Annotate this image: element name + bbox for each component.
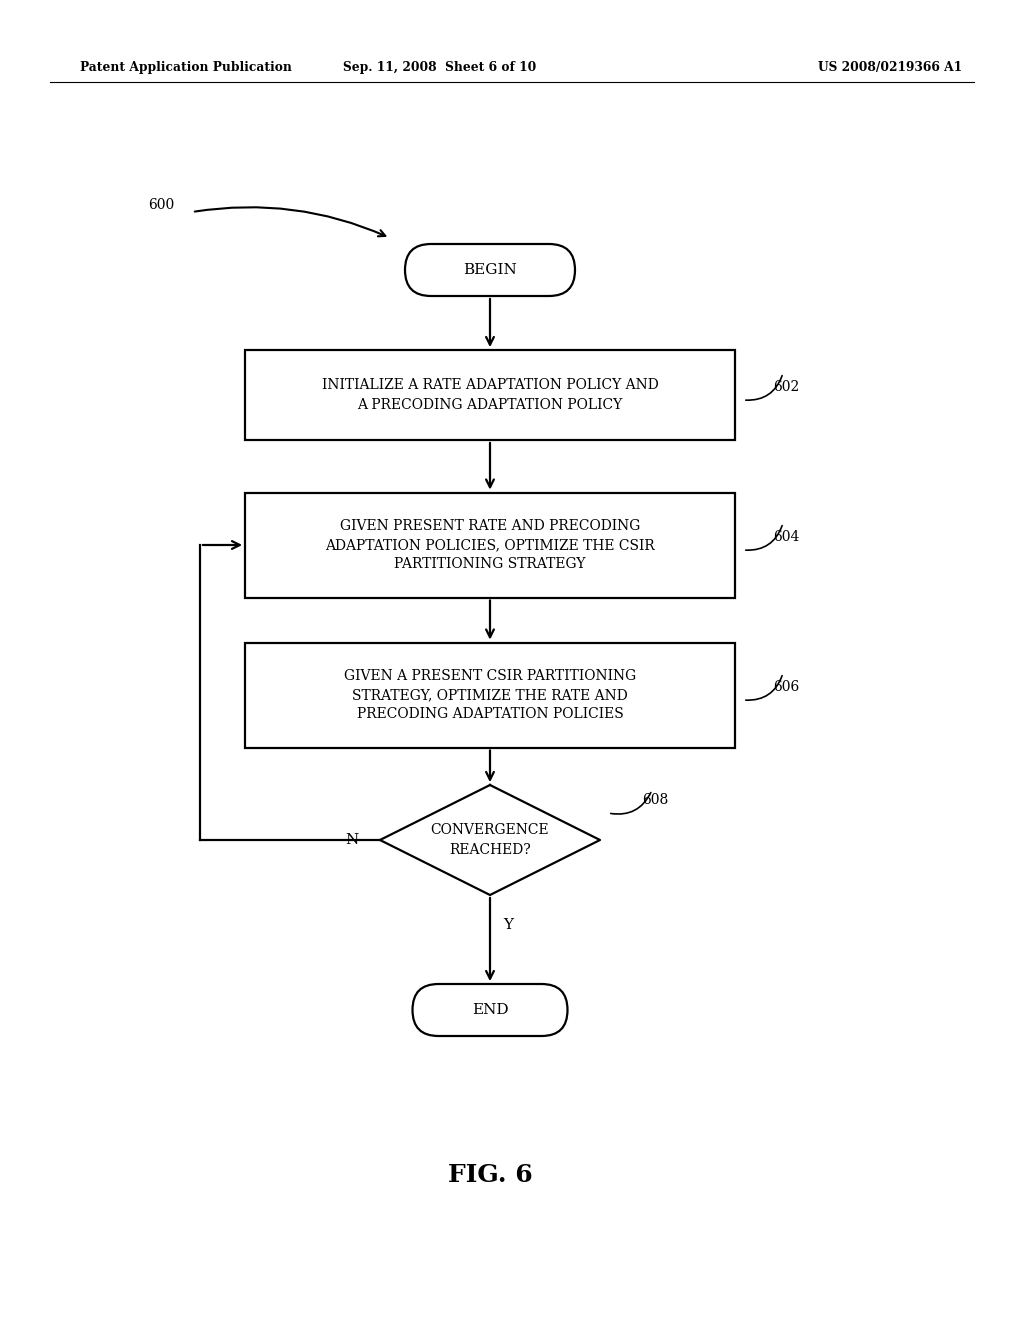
Text: 604: 604 (773, 531, 800, 544)
Text: INITIALIZE A RATE ADAPTATION POLICY AND
A PRECODING ADAPTATION POLICY: INITIALIZE A RATE ADAPTATION POLICY AND … (322, 379, 658, 412)
Text: BEGIN: BEGIN (463, 263, 517, 277)
Bar (245, 350, 735, 440)
Text: FIG. 6: FIG. 6 (447, 1163, 532, 1187)
Text: 606: 606 (773, 680, 800, 694)
Bar (245, 492, 735, 598)
FancyBboxPatch shape (413, 983, 567, 1036)
Text: CONVERGENCE
REACHED?: CONVERGENCE REACHED? (431, 824, 549, 857)
Bar (245, 643, 735, 747)
Text: 602: 602 (773, 380, 800, 393)
Text: GIVEN A PRESENT CSIR PARTITIONING
STRATEGY, OPTIMIZE THE RATE AND
PRECODING ADAP: GIVEN A PRESENT CSIR PARTITIONING STRATE… (344, 668, 636, 722)
Text: Sep. 11, 2008  Sheet 6 of 10: Sep. 11, 2008 Sheet 6 of 10 (343, 62, 537, 74)
Text: 600: 600 (148, 198, 174, 213)
Text: Patent Application Publication: Patent Application Publication (80, 62, 292, 74)
Text: GIVEN PRESENT RATE AND PRECODING
ADAPTATION POLICIES, OPTIMIZE THE CSIR
PARTITIO: GIVEN PRESENT RATE AND PRECODING ADAPTAT… (326, 519, 655, 572)
Text: 608: 608 (642, 793, 669, 807)
Text: Y: Y (503, 917, 513, 932)
FancyBboxPatch shape (406, 244, 575, 296)
Text: END: END (472, 1003, 508, 1016)
Text: US 2008/0219366 A1: US 2008/0219366 A1 (818, 62, 963, 74)
Text: N: N (345, 833, 358, 847)
